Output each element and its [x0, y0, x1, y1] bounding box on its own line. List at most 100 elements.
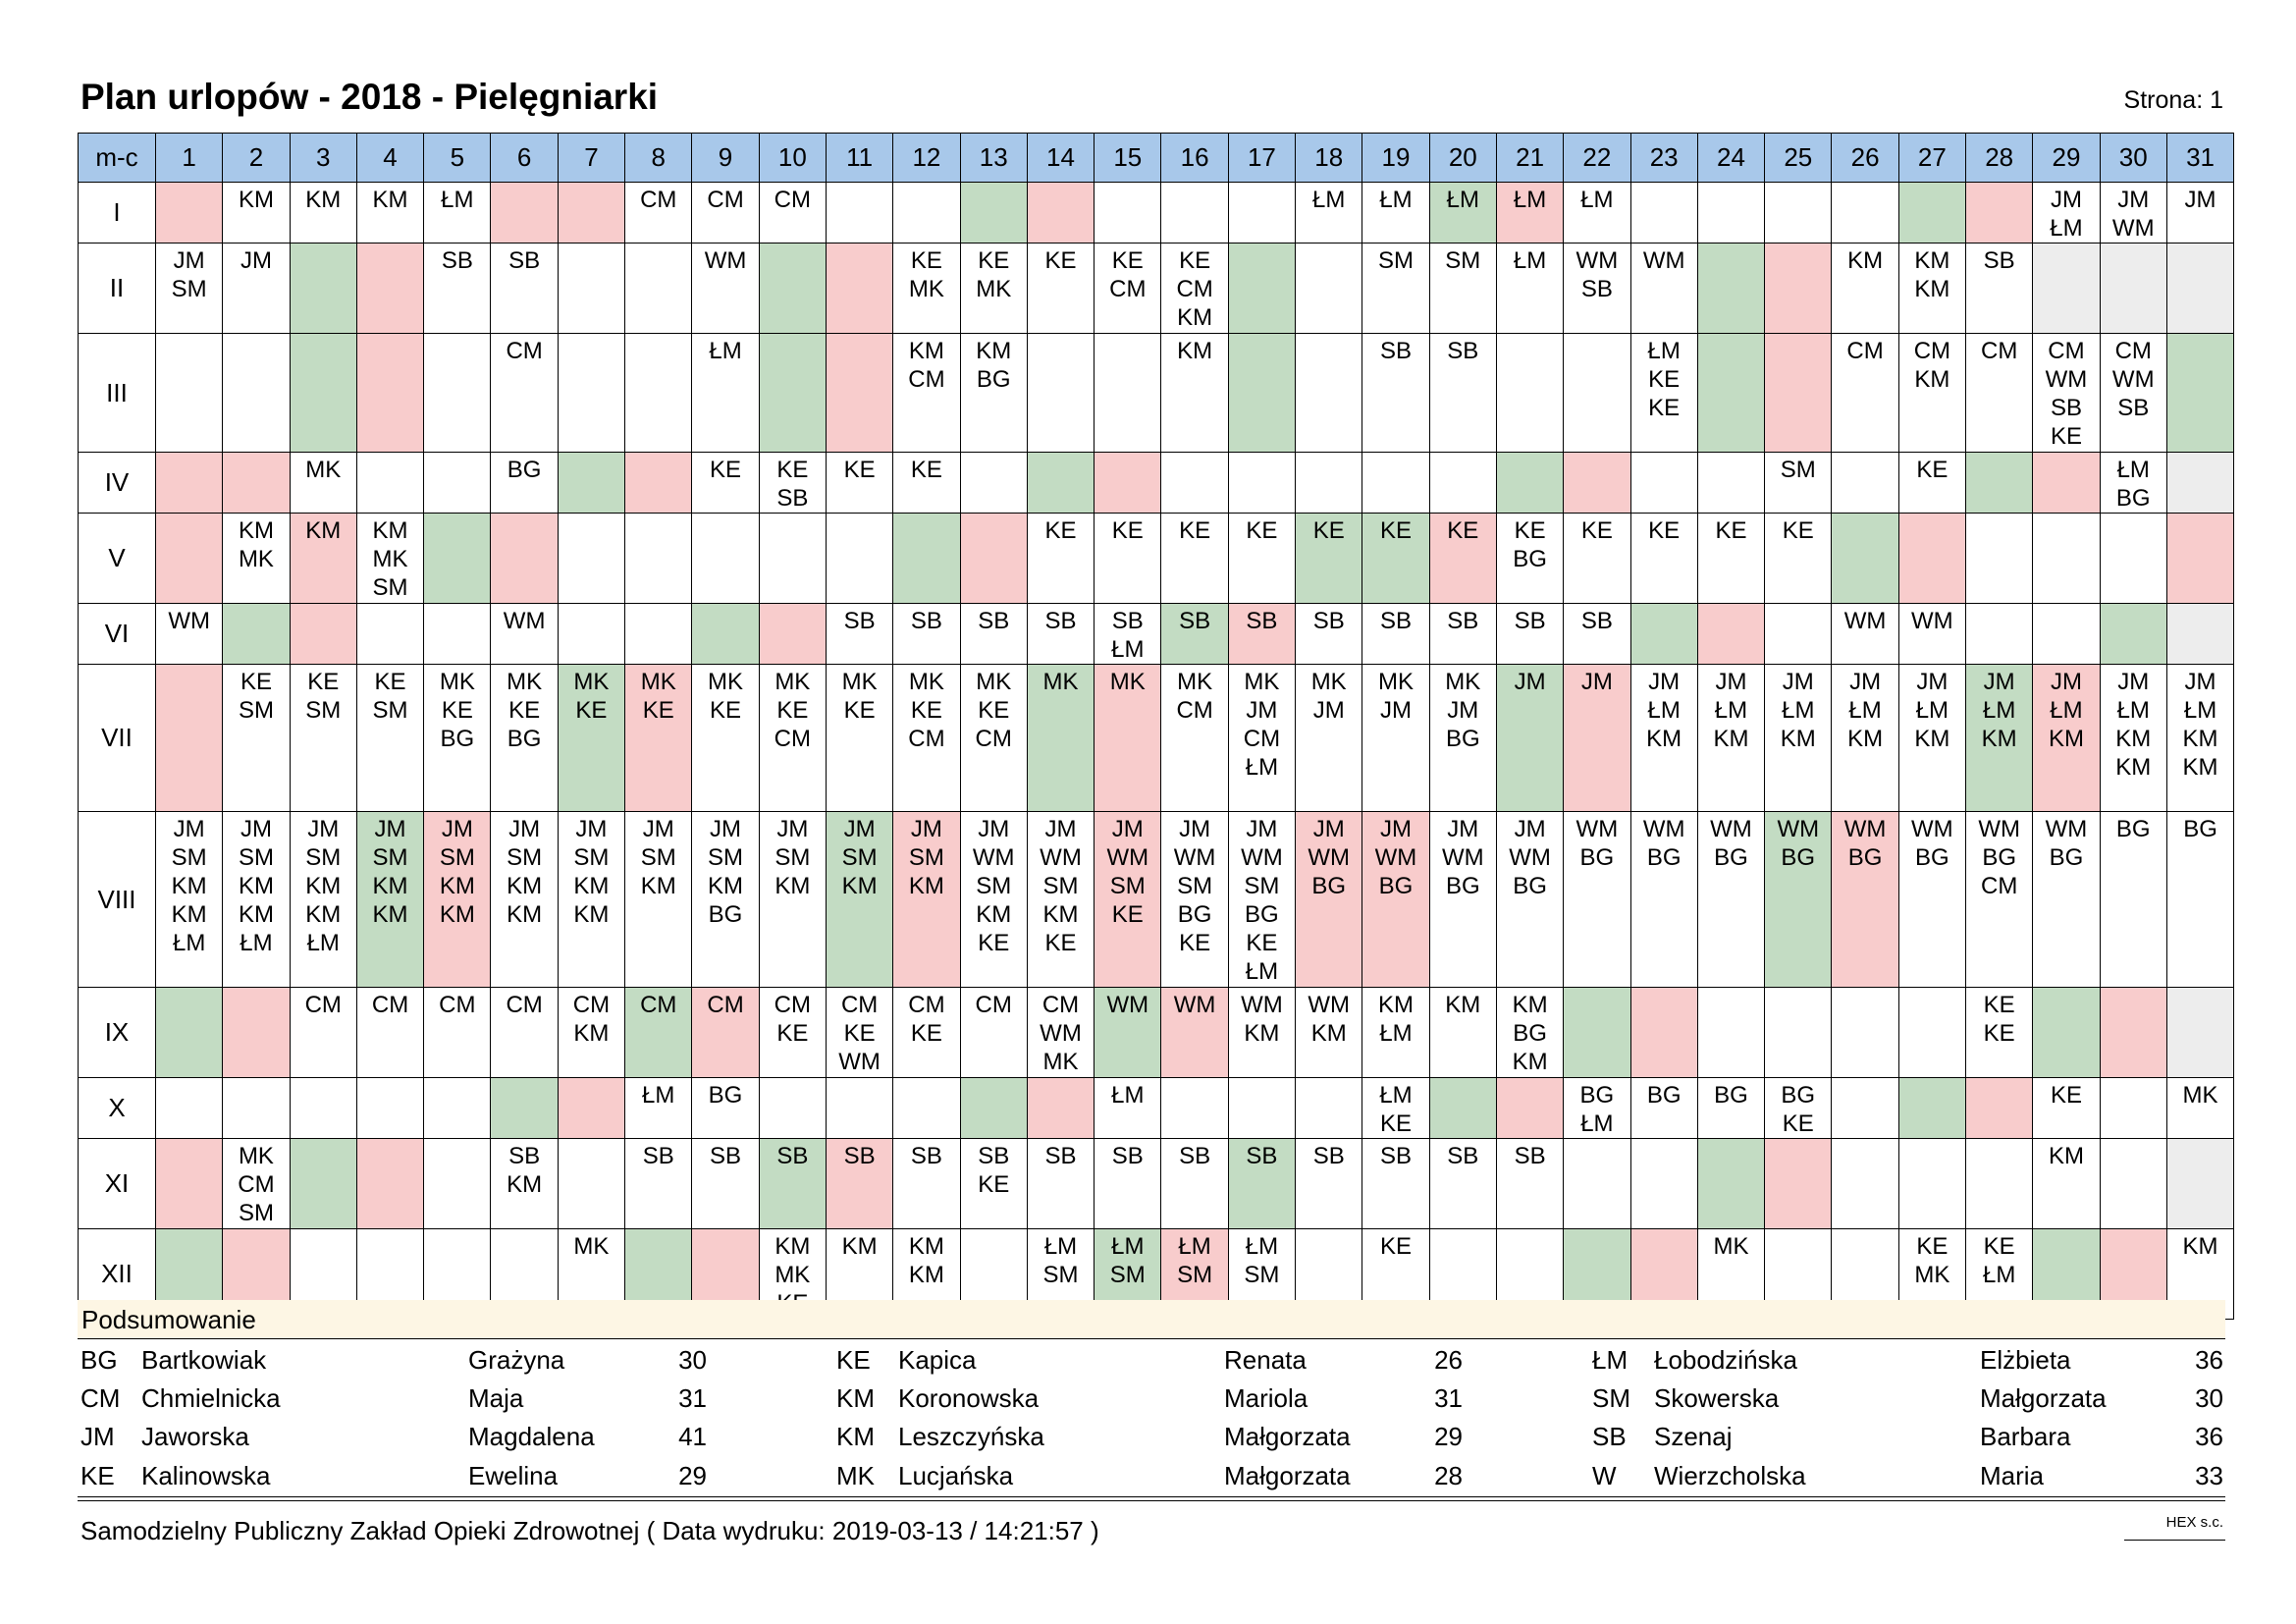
day-cell	[289, 243, 357, 334]
footer-divider	[78, 1496, 2225, 1497]
day-cell: JM ŁM KM	[1965, 664, 2034, 812]
day-cell: JM ŁM	[2032, 182, 2101, 244]
day-cell: JM WM	[2099, 182, 2167, 244]
day-cell: ŁM	[1495, 182, 1565, 244]
month-row: VII KE SM KE SM KE SM MK KE BG MK KE BG MK KE M…	[78, 664, 2235, 812]
day-cell	[1362, 452, 1430, 514]
month-row: X ŁM BG ŁM ŁM KE BG ŁM BG BG BG KE KE MK	[78, 1077, 2235, 1139]
day-cell	[222, 603, 291, 665]
day-cell: ŁM	[423, 182, 492, 244]
person-first-name: Małgorzata	[1224, 1461, 1351, 1490]
day-cell	[1696, 603, 1766, 665]
person-code: SB	[1592, 1422, 1627, 1451]
day-cell: CM KM	[557, 987, 626, 1078]
day-header: 27	[1897, 133, 1967, 183]
day-cell: WM BG	[2032, 811, 2101, 988]
day-cell	[1563, 987, 1631, 1078]
brand-label: HEX s.c.	[2165, 1514, 2223, 1531]
day-cell: MK KE	[825, 664, 894, 812]
day-cell	[1764, 1138, 1833, 1229]
day-cell	[2032, 243, 2101, 334]
person-surname: Bartkowiak	[141, 1345, 267, 1375]
day-cell	[1563, 333, 1631, 453]
person-days-total: 26	[1434, 1345, 1463, 1375]
day-cell: MK	[289, 452, 357, 514]
day-cell: CM	[1831, 333, 1899, 453]
day-cell: KE	[1094, 513, 1162, 604]
day-cell: KM BG	[959, 333, 1028, 453]
vacation-plan-table: m-c 1 2 3 4 5 6 7 8 9 10 11 12 13 14 15 16 17 18 19 20 21 22 2…	[78, 133, 2235, 1320]
day-cell: MK	[1026, 664, 1095, 812]
day-cell: JM ŁM KM	[1696, 664, 1766, 812]
day-cell	[1094, 452, 1162, 514]
day-cell	[1696, 1138, 1766, 1229]
day-cell: JM ŁM KM	[1629, 664, 1698, 812]
day-cell: JM SM KM KM ŁM	[289, 811, 357, 988]
day-cell	[557, 513, 626, 604]
day-cell: JM SM	[154, 243, 224, 334]
day-header: 30	[2099, 133, 2167, 183]
day-cell: SB	[1295, 603, 1363, 665]
day-cell: WM	[1160, 987, 1229, 1078]
day-cell	[1160, 452, 1229, 514]
day-cell: KM	[1831, 243, 1899, 334]
person-surname: Lucjańska	[898, 1461, 1014, 1490]
day-cell: ŁM	[1295, 182, 1363, 244]
day-cell: CM WM SB	[2099, 333, 2167, 453]
day-cell	[222, 987, 291, 1078]
person-days-total: 28	[1434, 1461, 1463, 1490]
person-first-name: Ewelina	[468, 1461, 559, 1490]
day-cell: JM ŁM KM KM	[2165, 664, 2235, 812]
day-cell: SB ŁM	[1094, 603, 1162, 665]
day-header: 15	[1094, 133, 1162, 183]
day-header: 11	[825, 133, 894, 183]
day-cell: WM	[1897, 603, 1967, 665]
day-cell: ŁM	[691, 333, 760, 453]
day-cell	[557, 243, 626, 334]
day-header: 28	[1965, 133, 2034, 183]
day-cell: JM	[1495, 664, 1565, 812]
day-cell: SB	[892, 603, 961, 665]
day-cell: KM CM	[892, 333, 961, 453]
day-cell	[423, 1077, 492, 1139]
day-cell: KE	[1362, 513, 1430, 604]
day-cell	[355, 333, 425, 453]
day-cell	[691, 513, 760, 604]
day-cell: SB	[1295, 1138, 1363, 1229]
day-cell	[1160, 1077, 1229, 1139]
person-first-name: Grażyna	[468, 1345, 565, 1375]
day-cell: JM SM KM KM	[557, 811, 626, 988]
day-cell: JM SM KM	[892, 811, 961, 988]
day-cell: SB	[1094, 1138, 1162, 1229]
day-cell	[825, 243, 894, 334]
person-first-name: Barbara	[1980, 1422, 2071, 1451]
day-cell	[423, 1138, 492, 1229]
day-cell	[2165, 513, 2235, 604]
day-cell: KE	[892, 452, 961, 514]
day-cell	[1428, 1077, 1497, 1139]
day-cell	[557, 1077, 626, 1139]
day-cell	[1696, 243, 1766, 334]
day-cell: SB	[624, 1138, 693, 1229]
person-days-total: 29	[1434, 1422, 1463, 1451]
person-days-total: 31	[1434, 1383, 1463, 1413]
day-cell	[423, 333, 492, 453]
day-cell	[758, 603, 827, 665]
day-cell: MK KE	[557, 664, 626, 812]
person-surname: Chmielnicka	[141, 1383, 281, 1413]
day-cell: JM WM BG	[1362, 811, 1430, 988]
day-cell: CM KE WM	[825, 987, 894, 1078]
day-cell: SB	[1160, 1138, 1229, 1229]
day-cell: CM	[691, 182, 760, 244]
day-cell	[1831, 452, 1899, 514]
day-cell: KM	[1160, 333, 1229, 453]
day-cell	[2099, 513, 2167, 604]
day-cell	[1897, 1138, 1967, 1229]
person-surname: Kapica	[898, 1345, 977, 1375]
day-cell: SB	[892, 1138, 961, 1229]
day-cell: KE MK	[892, 243, 961, 334]
day-cell	[1965, 182, 2034, 244]
day-cell	[1227, 452, 1297, 514]
day-cell: KM	[289, 182, 357, 244]
day-cell	[1428, 452, 1497, 514]
